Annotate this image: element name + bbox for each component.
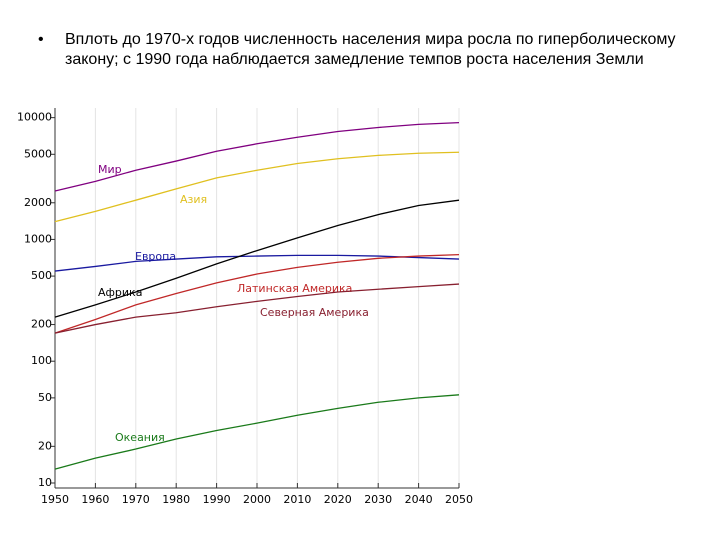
series-line: [54, 254, 460, 272]
series-label: Океания: [115, 431, 165, 444]
series-line: [54, 283, 460, 334]
series-line: [54, 199, 460, 318]
x-tick-label: 2050: [445, 493, 473, 506]
series-line: [54, 121, 460, 192]
series-label: Мир: [98, 163, 122, 176]
bullet-text: Вплоть до 1970-х годов численность насел…: [65, 31, 676, 68]
y-tick-label: 100: [31, 354, 52, 367]
x-tick-label: 1950: [41, 493, 69, 506]
y-tick-label: 1000: [24, 232, 52, 245]
x-tick-label: 1990: [203, 493, 231, 506]
y-tick-label: 2000: [24, 196, 52, 209]
series-label: Северная Америка: [260, 306, 369, 319]
x-tick-label: 2000: [243, 493, 271, 506]
series-line: [54, 394, 460, 470]
x-tick-label: 2030: [364, 493, 392, 506]
y-tick-label: 500: [31, 269, 52, 282]
x-tick-label: 2020: [324, 493, 352, 506]
series-line: [54, 253, 460, 334]
series-label: Латинская Америка: [237, 282, 352, 295]
y-tick-label: 20: [38, 439, 52, 452]
series-line: [54, 151, 460, 223]
y-tick-label: 200: [31, 318, 52, 331]
y-tick-label: 10: [38, 476, 52, 489]
x-tick-label: 2040: [405, 493, 433, 506]
x-tick-label: 1960: [81, 493, 109, 506]
series-label: Азия: [180, 193, 207, 206]
x-tick-label: 1980: [162, 493, 190, 506]
x-tick-label: 1970: [122, 493, 150, 506]
bullet: • Вплоть до 1970-х годов численность насе…: [38, 30, 678, 70]
y-tick-label: 5000: [24, 147, 52, 160]
y-tick-label: 50: [38, 391, 52, 404]
x-tick-label: 2010: [283, 493, 311, 506]
series-label: Африка: [98, 286, 142, 299]
bullet-dot: •: [38, 31, 44, 48]
series-label: Европа: [135, 250, 176, 263]
y-tick-label: 10000: [17, 111, 52, 124]
